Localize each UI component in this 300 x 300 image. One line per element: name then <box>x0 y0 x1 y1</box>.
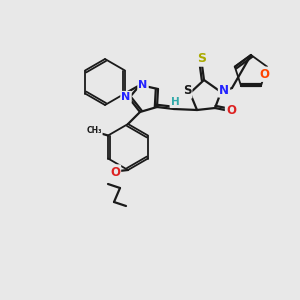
Text: S: S <box>183 85 191 98</box>
Text: N: N <box>122 92 130 102</box>
Text: N: N <box>138 80 148 90</box>
Text: S: S <box>197 52 206 65</box>
Text: O: O <box>226 103 236 116</box>
Text: N: N <box>219 83 229 97</box>
Text: CH₃: CH₃ <box>86 126 102 135</box>
Text: O: O <box>110 166 120 178</box>
Text: H: H <box>171 97 179 107</box>
Text: O: O <box>259 68 269 81</box>
